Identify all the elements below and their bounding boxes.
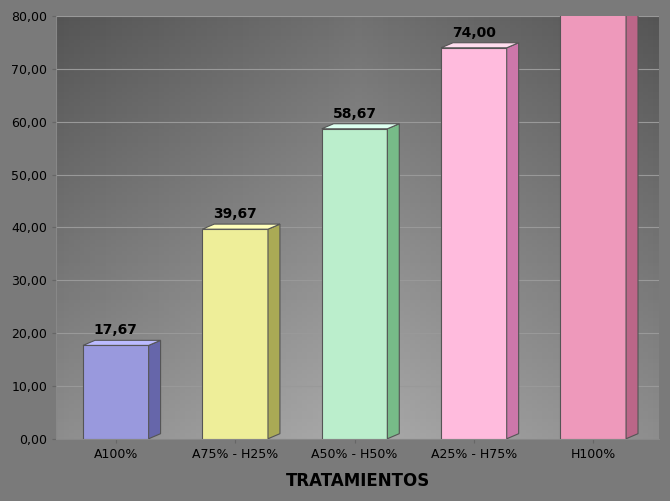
- Bar: [441, 48, 507, 439]
- Bar: [202, 229, 268, 439]
- Polygon shape: [322, 124, 399, 129]
- Bar: [560, 0, 626, 439]
- Polygon shape: [202, 224, 280, 229]
- X-axis label: TRATAMIENTOS: TRATAMIENTOS: [285, 472, 429, 490]
- Bar: [83, 345, 149, 439]
- Text: 58,67: 58,67: [332, 107, 377, 121]
- Polygon shape: [507, 43, 519, 439]
- Polygon shape: [441, 43, 519, 48]
- Bar: [322, 129, 387, 439]
- Text: 17,67: 17,67: [94, 324, 138, 338]
- Polygon shape: [268, 224, 280, 439]
- Text: 39,67: 39,67: [213, 207, 257, 221]
- Polygon shape: [387, 124, 399, 439]
- Polygon shape: [626, 0, 638, 439]
- Polygon shape: [83, 340, 161, 345]
- Text: 74,00: 74,00: [452, 26, 496, 40]
- Polygon shape: [149, 340, 161, 439]
